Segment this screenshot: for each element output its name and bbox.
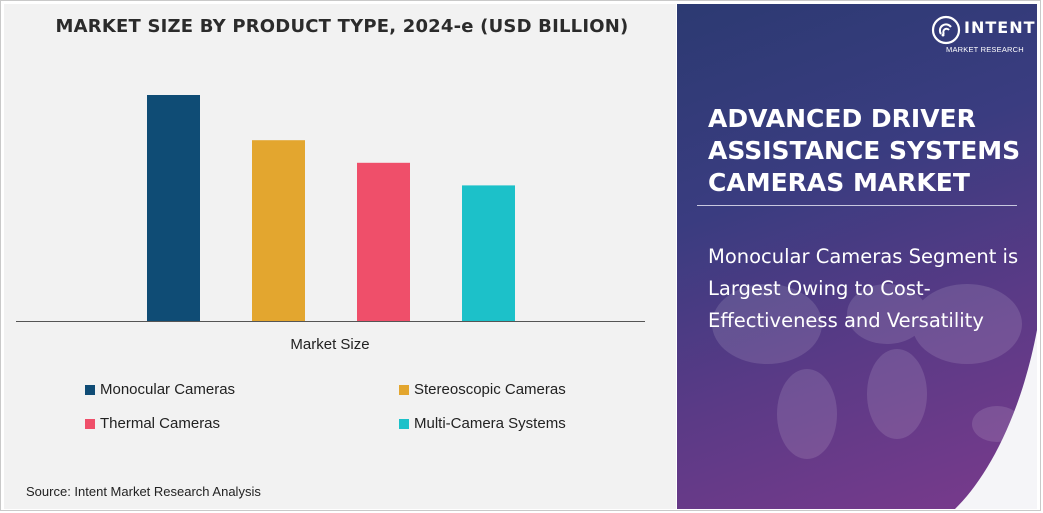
legend-item: Thermal Cameras [85, 415, 220, 432]
chart-panel [4, 4, 676, 509]
legend-label: Thermal Cameras [100, 415, 221, 432]
bar-multi-camera-systems [462, 185, 515, 321]
bar-monocular-cameras [147, 95, 200, 321]
legend-swatch [85, 418, 95, 429]
legend-item: Monocular Cameras [85, 381, 235, 398]
logo-name: INTENT [964, 18, 1036, 37]
report-title: ADVANCED DRIVER ASSISTANCE SYSTEMS CAMER… [708, 104, 1021, 197]
x-axis-label: Market Size [290, 336, 370, 353]
world-map-decoration [712, 284, 1022, 459]
report-panel [677, 4, 1037, 509]
bar-chart [16, 95, 645, 322]
legend-label: Monocular Cameras [100, 381, 236, 398]
legend-label: Stereoscopic Cameras [414, 381, 566, 398]
legend-item: Multi-Camera Systems [399, 415, 566, 432]
legend-label: Multi-Camera Systems [414, 415, 566, 432]
chart-title: MARKET SIZE BY PRODUCT TYPE, 2024-e (USD… [55, 16, 629, 37]
legend-item: Stereoscopic Cameras [399, 381, 566, 398]
logo-subtitle: MARKET RESEARCH [946, 45, 1024, 54]
source-note: Source: Intent Market Research Analysis [26, 484, 261, 499]
legend-swatch [399, 384, 409, 395]
legend-swatch [85, 384, 95, 395]
bar-stereoscopic-cameras [252, 140, 305, 321]
legend-swatch [399, 418, 409, 429]
key-insight: Monocular Cameras Segment is Largest Owi… [708, 245, 1019, 332]
brand-logo: INTENT MARKET RESEARCH [930, 14, 1035, 58]
bar-thermal-cameras [357, 162, 410, 321]
title-divider [697, 205, 1017, 206]
signal-ring-icon [931, 15, 961, 45]
